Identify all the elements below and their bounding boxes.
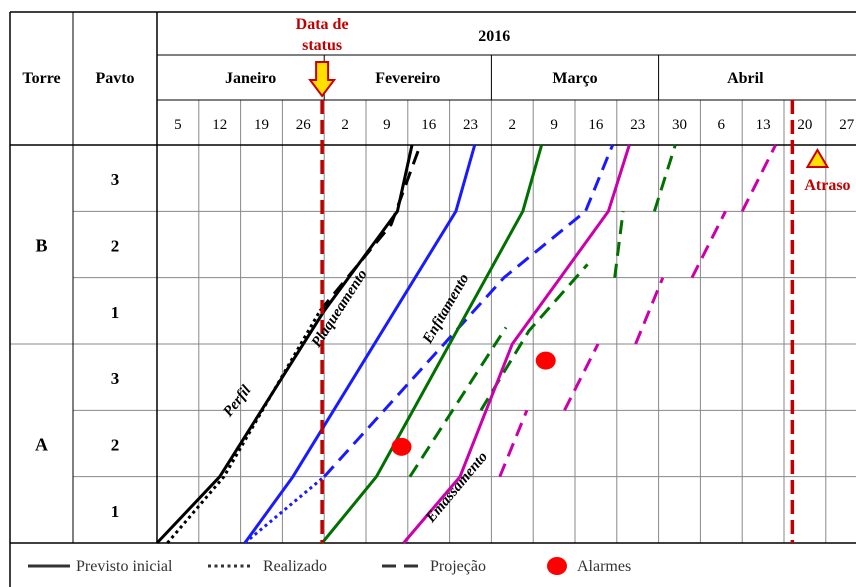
- alarm-dot: [391, 437, 412, 456]
- year-label: 2016: [478, 28, 510, 45]
- legend-label: Previsto inicial: [76, 558, 173, 575]
- series-line-enfitamento-dashed: [613, 211, 625, 278]
- week-tick-label: 20: [797, 117, 812, 133]
- week-tick-label: 2: [509, 117, 517, 133]
- series-line-plaqueamento-dashed: [323, 144, 614, 478]
- month-label: Março: [552, 70, 597, 87]
- series-line-enfitamento-dashed: [652, 144, 677, 212]
- month-label: Janeiro: [225, 70, 276, 87]
- status-label-line2: status: [302, 37, 342, 54]
- month-label: Abril: [727, 70, 764, 87]
- pavto-row-label: 1: [111, 303, 120, 322]
- markers: Data de status Atraso: [296, 16, 851, 543]
- week-tick-label: 9: [383, 117, 391, 133]
- week-tick-label: 26: [296, 117, 312, 133]
- legend-label: Alarmes: [577, 558, 631, 575]
- week-tick-label: 16: [421, 117, 437, 133]
- series-line-enfitamento-solid: [320, 144, 544, 544]
- alarm-dot: [535, 351, 556, 370]
- series-line-perfil-solid: [155, 144, 414, 545]
- week-tick-label: 2: [341, 117, 349, 133]
- series-line-perfil-dotted: [166, 310, 322, 544]
- torre-row-label: A: [35, 435, 48, 455]
- week-tick-label: 9: [550, 117, 558, 133]
- week-tick-label: 23: [630, 117, 645, 133]
- activity-labels: Perfil Plaqueamento Enfitamento Emassamento: [220, 267, 491, 527]
- series-line-plaqueamento-solid: [243, 144, 477, 544]
- pavto-row-label: 2: [111, 237, 120, 256]
- legend-label: Realizado: [263, 558, 327, 575]
- grid: [9, 11, 856, 587]
- col-pavto-label: Pavto: [95, 70, 134, 87]
- series-line-enfitamento-dashed: [408, 326, 508, 478]
- torre-row-label: B: [35, 236, 47, 256]
- series-line-perfil-dashed: [318, 144, 422, 312]
- week-tick-label: 30: [672, 117, 687, 133]
- week-tick-label: 27: [839, 117, 855, 133]
- week-tick-label: 23: [463, 117, 478, 133]
- activity-label: Plaqueamento: [309, 267, 371, 351]
- series-line-emassamento-dashed: [740, 144, 777, 212]
- series-line-emassamento-dashed: [563, 343, 600, 411]
- pavto-row-label: 2: [111, 436, 120, 455]
- month-label: Fevereiro: [375, 70, 440, 87]
- activity-label: Perfil: [220, 382, 255, 420]
- status-label-line1: Data de: [296, 16, 349, 33]
- series-line-enfitamento-dashed: [479, 263, 589, 412]
- col-torre-label: Torre: [22, 70, 60, 87]
- legend: Previsto inicial Realizado Projeção Alarmes: [28, 557, 631, 575]
- series-lines: [155, 144, 777, 545]
- activity-label: Emassamento: [422, 449, 491, 526]
- status-arrow-icon: [308, 61, 337, 98]
- legend-label: Projeção: [430, 558, 486, 575]
- series-line-plaqueamento-dotted: [243, 475, 326, 545]
- series-line-emassamento-dashed: [690, 210, 727, 279]
- series-line-emassamento-dashed: [498, 409, 529, 478]
- delay-label: Atraso: [804, 177, 850, 194]
- pavto-row-label: 3: [111, 369, 120, 388]
- pavto-row-label: 3: [111, 170, 120, 189]
- series-line-emassamento-dashed: [634, 277, 665, 345]
- week-tick-label: 19: [254, 117, 269, 133]
- week-tick-label: 5: [174, 117, 182, 133]
- pavto-row-label: 1: [111, 502, 120, 521]
- legend-alarm-swatch: [547, 557, 567, 575]
- activity-label: Enfitamento: [419, 271, 472, 347]
- delay-triangle-icon: [805, 148, 830, 168]
- week-tick-label: 16: [588, 117, 604, 133]
- week-tick-label: 12: [212, 117, 227, 133]
- week-tick-label: 13: [756, 117, 771, 133]
- series-line-emassamento-solid: [402, 144, 631, 544]
- week-tick-label: 6: [718, 117, 726, 133]
